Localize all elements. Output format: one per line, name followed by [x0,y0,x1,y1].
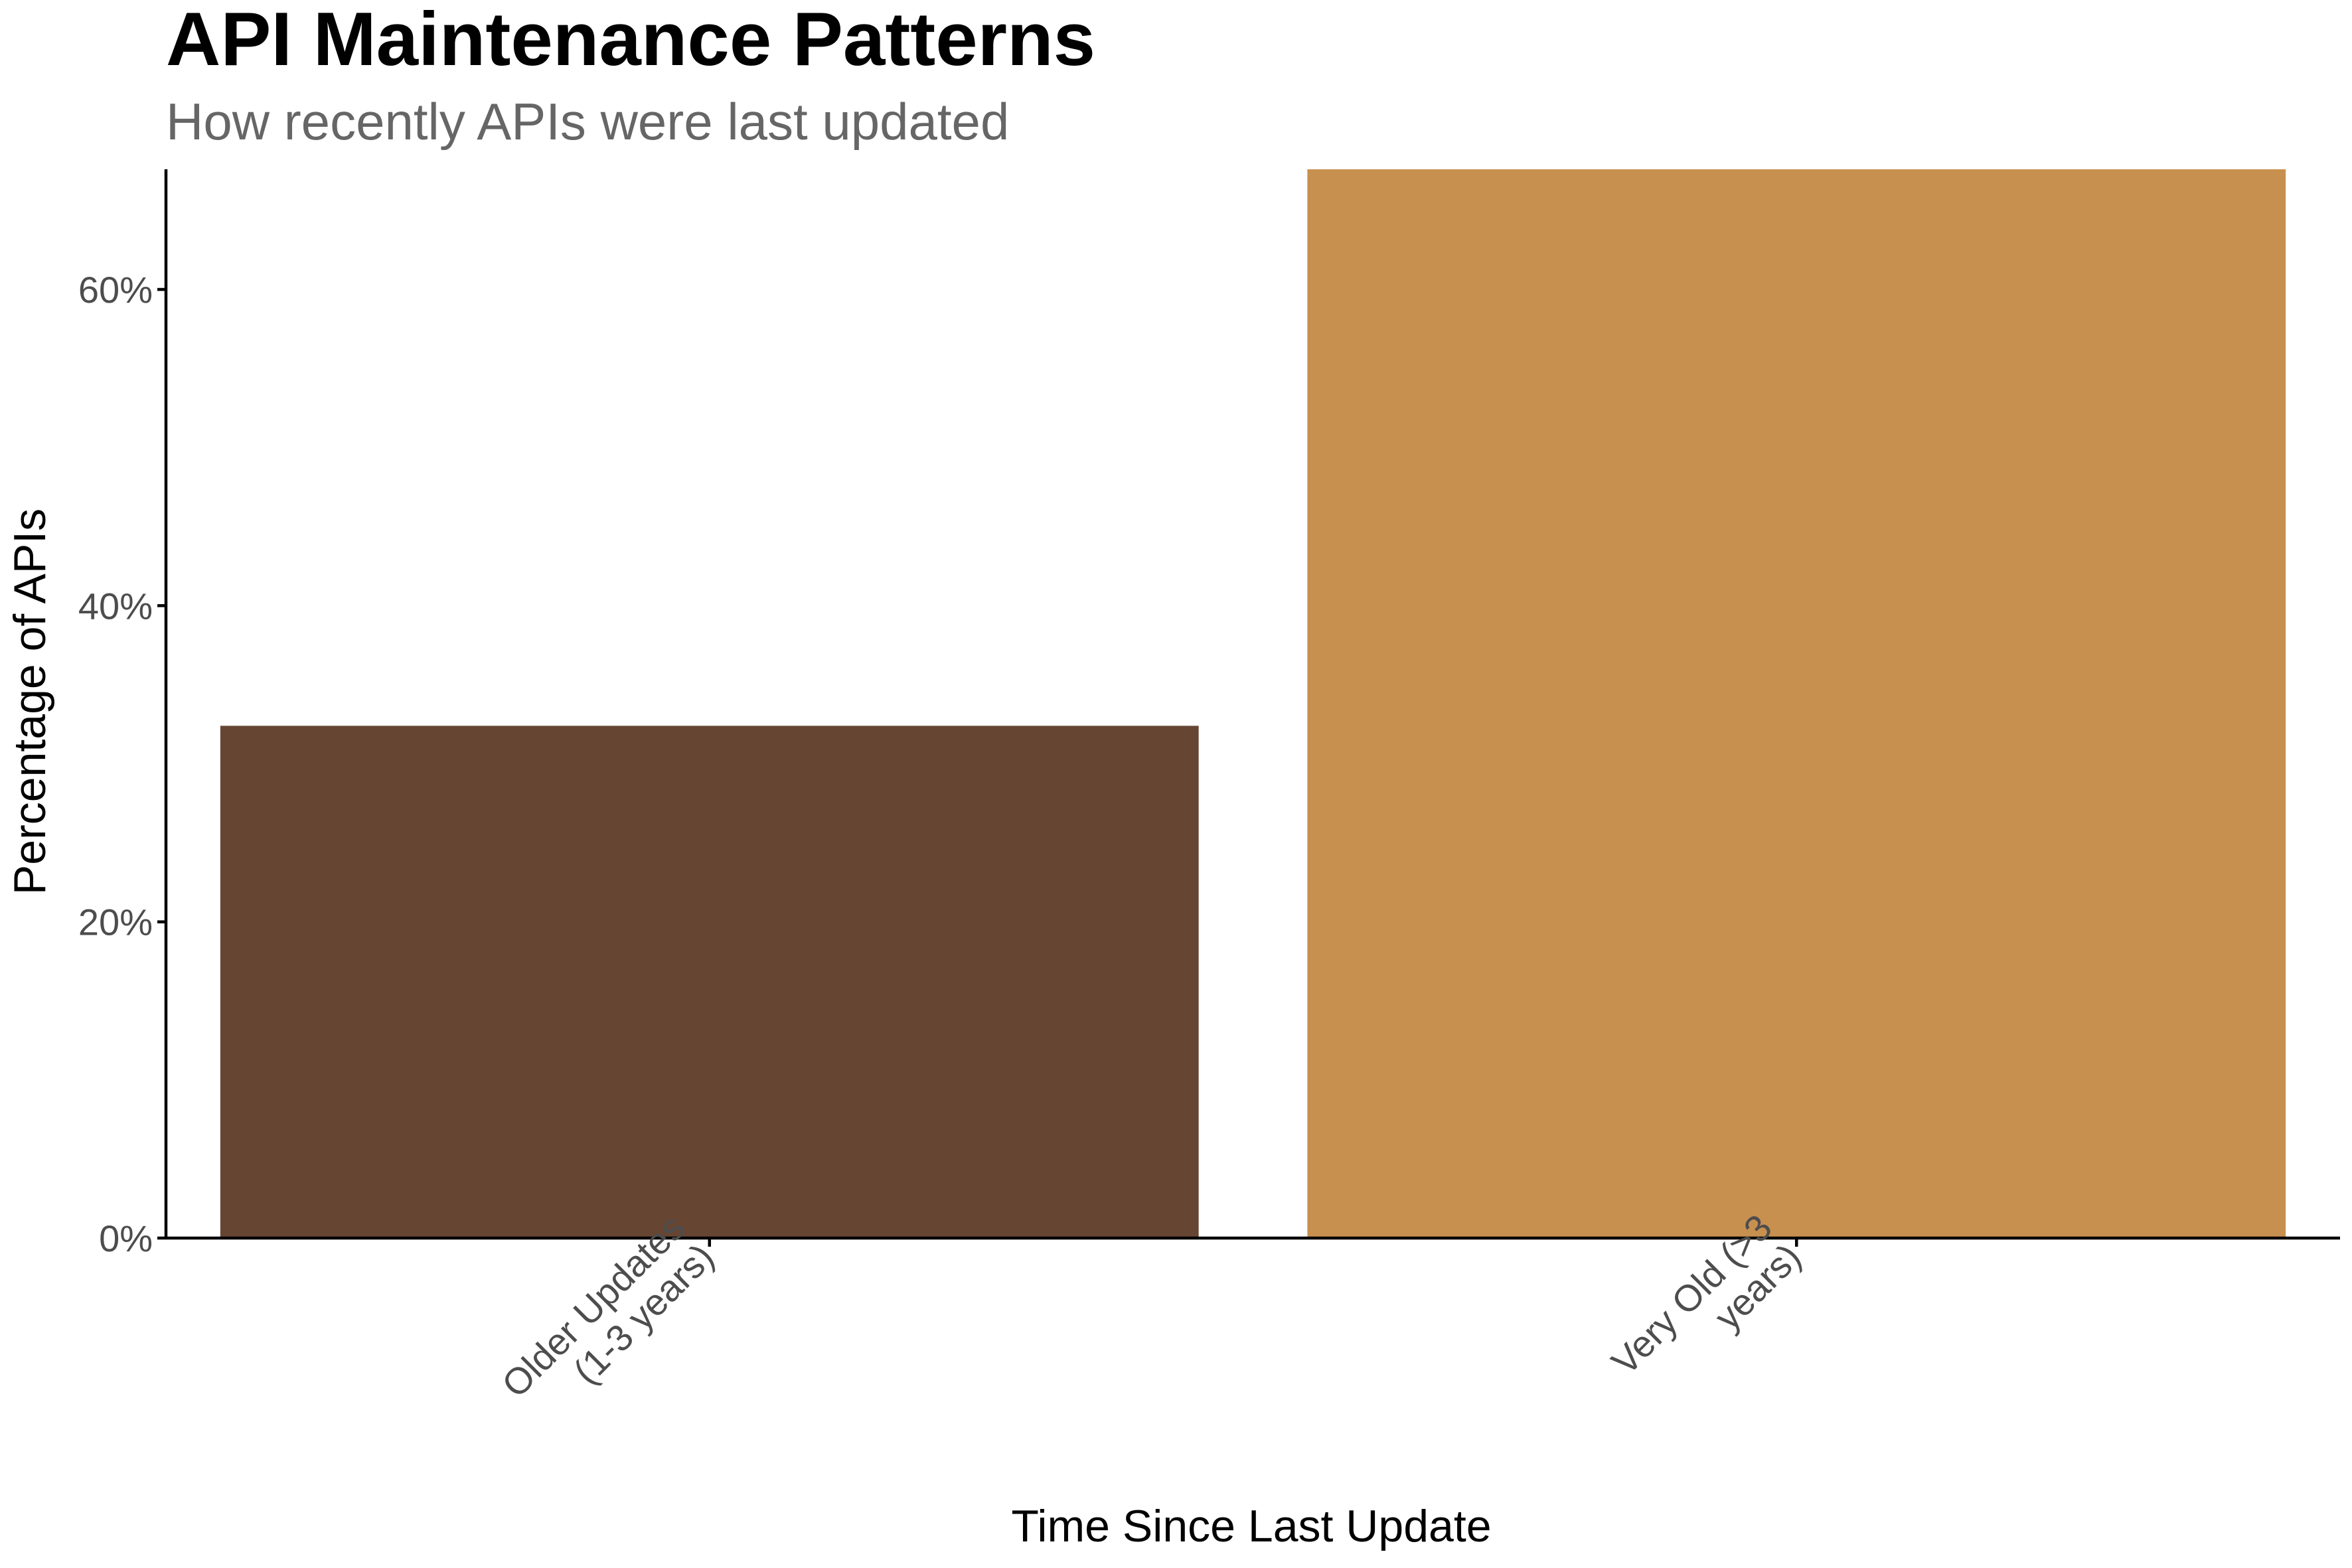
y-axis-title: Percentage of APIs [5,509,55,895]
x-tick-label: Older Updates(1-3 years) [494,1206,722,1435]
y-tick-label: 0% [99,1217,153,1259]
bar-2 [1307,169,2286,1238]
chart-subtitle: How recently APIs were last updated [166,92,1009,151]
y-tick-label: 20% [78,902,153,943]
y-axis: 0% 20% 40% 60% [78,169,168,1259]
bars-group [220,169,2286,1238]
x-axis-title: Time Since Last Update [1011,1501,1491,1551]
y-tick-label: 40% [78,585,153,627]
y-tick-label: 60% [78,269,153,311]
bar-1 [220,726,1199,1238]
x-axis: Older Updates(1-3 years) Very Old (>3year… [166,1206,2340,1435]
chart-title: API Maintenance Patterns [166,0,1095,82]
